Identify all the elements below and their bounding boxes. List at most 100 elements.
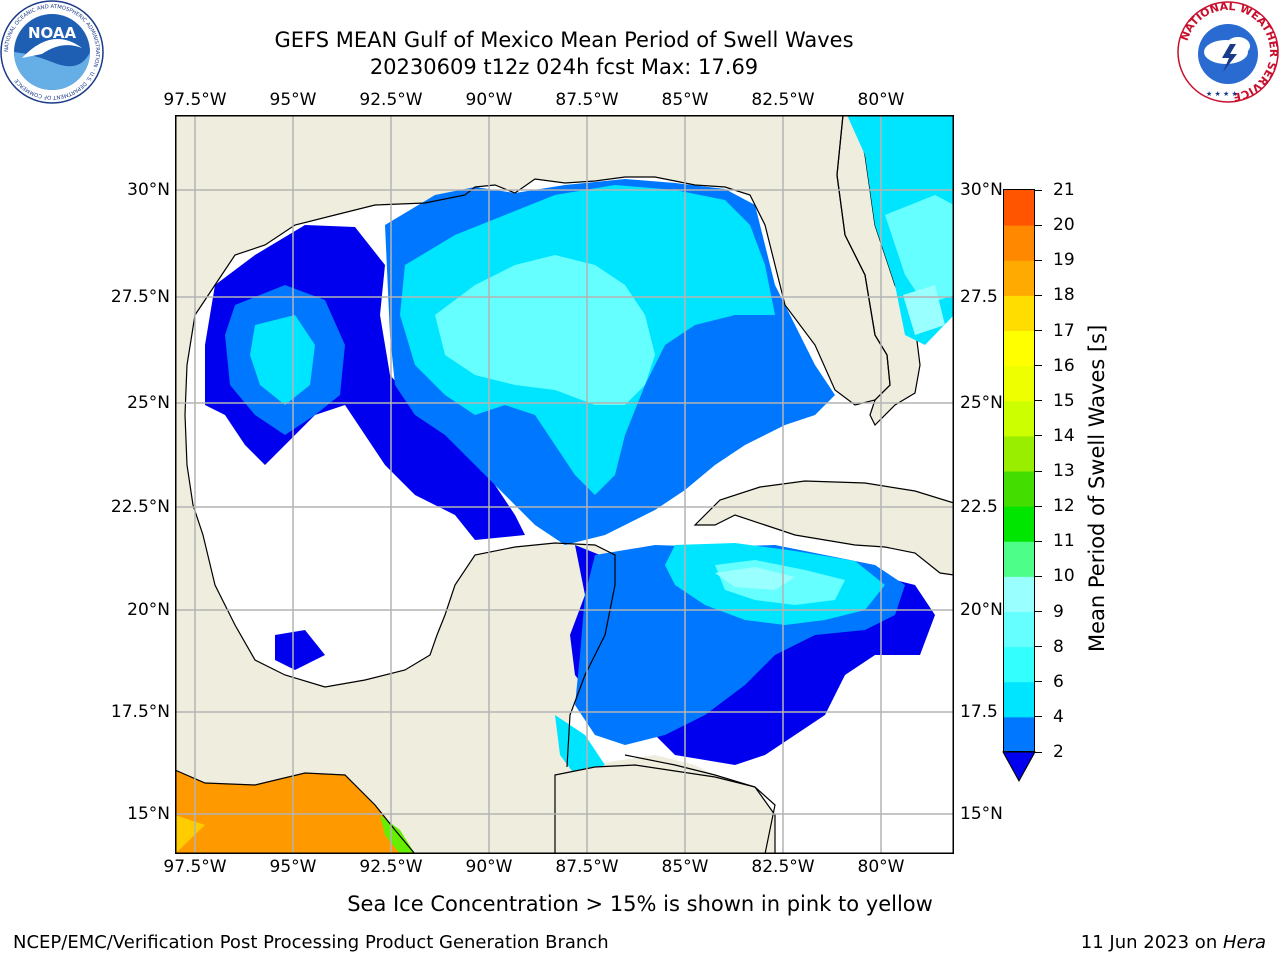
lon-tick-bottom: 97.5°W bbox=[163, 857, 227, 877]
lon-tick-top: 95°W bbox=[269, 90, 317, 110]
pacific-yellow-region bbox=[175, 815, 205, 854]
colorbar-tick-label: 16 bbox=[1053, 355, 1075, 376]
colorbar-cell bbox=[1004, 576, 1034, 612]
colorbar-cell bbox=[1004, 681, 1034, 718]
lat-tick-left: 20°N bbox=[127, 600, 170, 620]
colorbar-tick-label: 8 bbox=[1053, 636, 1064, 657]
swell-under-region bbox=[275, 630, 325, 670]
lat-tick-right: 30°N bbox=[960, 180, 1003, 200]
colorbar-tick-mark bbox=[1034, 330, 1042, 331]
footer-date: 11 Jun 2023 on Hera bbox=[1081, 932, 1266, 954]
lon-tick-bottom: 90°W bbox=[465, 857, 513, 877]
lat-tick-right: 25°N bbox=[960, 393, 1003, 413]
colorbar-tick-mark bbox=[1034, 681, 1042, 683]
colorbar-tick-label: 21 bbox=[1053, 180, 1075, 200]
colorbar-tick-label: 10 bbox=[1053, 566, 1075, 587]
colorbar-cell bbox=[1004, 295, 1034, 331]
colorbar-cell bbox=[1004, 330, 1034, 367]
colorbar-tick-label: 14 bbox=[1053, 425, 1075, 446]
lon-tick-top: 90°W bbox=[465, 90, 513, 110]
lat-tick-left: 15°N bbox=[127, 804, 170, 824]
colorbar bbox=[1002, 189, 1036, 783]
colorbar-tick-label: 4 bbox=[1053, 706, 1064, 727]
lat-tick-left: 22.5°N bbox=[110, 497, 170, 517]
colorbar-cell bbox=[1004, 506, 1034, 542]
footer-credit: NCEP/EMC/Verification Post Processing Pr… bbox=[13, 932, 609, 953]
lon-tick-top: 80°W bbox=[857, 90, 905, 110]
colorbar-tick-mark bbox=[1034, 189, 1042, 191]
lon-tick-top: 87.5°W bbox=[555, 90, 619, 110]
lon-tick-bottom: 95°W bbox=[269, 857, 317, 877]
colorbar-tick-label: 17 bbox=[1053, 320, 1075, 341]
colorbar-tick-label: 11 bbox=[1053, 531, 1075, 552]
noaa-logo-text: NOAA bbox=[28, 24, 77, 42]
colorbar-tick-label: 13 bbox=[1053, 461, 1075, 481]
chart-subtitle: 20230609 t12z 024h fcst Max: 17.69 bbox=[369, 55, 759, 79]
colorbar-title: Mean Period of Swell Waves [s] bbox=[1085, 324, 1109, 652]
colorbar-tick-mark bbox=[1034, 575, 1042, 577]
colorbar-under-arrow bbox=[1002, 751, 1036, 783]
colorbar-cell bbox=[1004, 471, 1034, 507]
colorbar-cell bbox=[1004, 260, 1034, 296]
footer-host: Hera bbox=[1222, 932, 1266, 953]
colorbar-tick-mark bbox=[1034, 435, 1042, 437]
swell-6-8-region bbox=[885, 195, 954, 305]
swell-8-9-region bbox=[715, 567, 795, 590]
lon-tick-bottom: 92.5°W bbox=[359, 857, 423, 877]
colorbar-cell bbox=[1004, 365, 1034, 402]
nws-logo: NATIONAL WEATHER SERVICE ★ ★ ★ ★ bbox=[1177, 0, 1280, 104]
honduras-coastline bbox=[624, 754, 776, 854]
colorbar-tick-mark bbox=[1034, 540, 1042, 542]
lon-tick-top: 82.5°W bbox=[751, 90, 815, 110]
lat-tick-left: 27.5°N bbox=[110, 287, 170, 307]
colorbar-cell bbox=[1004, 435, 1034, 472]
colorbar-tick-label: 12 bbox=[1053, 496, 1075, 517]
map-panel bbox=[175, 115, 954, 854]
colorbar-tick-mark bbox=[1034, 294, 1042, 296]
colorbar-tick-label: 2 bbox=[1053, 742, 1064, 762]
colorbar-cell bbox=[1004, 225, 1034, 261]
colorbar-tick-mark bbox=[1034, 224, 1042, 226]
lat-tick-right: 22.5 bbox=[960, 497, 998, 517]
colorbar-cell bbox=[1004, 716, 1034, 753]
colorbar-tick-label: 18 bbox=[1053, 285, 1075, 306]
colorbar-tick-mark bbox=[1034, 470, 1042, 472]
colorbar-tick-mark bbox=[1034, 646, 1042, 648]
lon-tick-top: 85°W bbox=[661, 90, 709, 110]
gulf-coastline bbox=[184, 115, 891, 416]
chart-title: GEFS MEAN Gulf of Mexico Mean Period of … bbox=[274, 28, 854, 52]
lon-tick-top: 92.5°W bbox=[359, 90, 423, 110]
lat-tick-left: 17.5°N bbox=[110, 702, 170, 722]
cuba-land bbox=[693, 480, 954, 576]
colorbar-cell bbox=[1004, 611, 1034, 648]
lon-tick-top: 97.5°W bbox=[163, 90, 227, 110]
lon-tick-bottom: 87.5°W bbox=[555, 857, 619, 877]
lat-tick-right: 15°N bbox=[960, 804, 1003, 824]
central-america-land bbox=[554, 764, 776, 854]
gridlines bbox=[175, 115, 954, 854]
swell-4-6-region bbox=[250, 315, 315, 405]
lon-tick-bottom: 80°W bbox=[857, 857, 905, 877]
sea-ice-caption: Sea Ice Concentration > 15% is shown in … bbox=[347, 892, 933, 916]
colorbar-tick-mark bbox=[1034, 611, 1042, 612]
colorbar-tick-mark bbox=[1034, 259, 1042, 261]
lat-tick-left: 25°N bbox=[127, 393, 170, 413]
colorbar-cell bbox=[1004, 646, 1034, 683]
stars-icon: ★ ★ ★ ★ bbox=[1206, 90, 1238, 98]
colorbar-tick-label: 20 bbox=[1053, 215, 1075, 236]
colorbar-tick-label: 6 bbox=[1053, 671, 1064, 692]
colorbar-tick-mark bbox=[1034, 400, 1042, 402]
mexico-coastline bbox=[184, 414, 616, 768]
colorbar-tick-mark bbox=[1034, 505, 1042, 507]
colorbar-tick-label: 15 bbox=[1053, 390, 1075, 411]
colorbar-tick-label: 9 bbox=[1053, 601, 1064, 622]
lat-tick-right: 20°N bbox=[960, 600, 1003, 620]
lat-tick-right: 17.5 bbox=[960, 702, 998, 722]
lon-tick-bottom: 85°W bbox=[661, 857, 709, 877]
colorbar-tick-mark bbox=[1034, 365, 1042, 367]
lon-tick-bottom: 82.5°W bbox=[751, 857, 815, 877]
footer-date-text: 11 Jun 2023 on bbox=[1080, 932, 1223, 953]
colorbar-cell bbox=[1004, 541, 1034, 577]
colorbar-tick-mark bbox=[1034, 751, 1042, 753]
colorbar-tick-mark bbox=[1034, 716, 1042, 718]
